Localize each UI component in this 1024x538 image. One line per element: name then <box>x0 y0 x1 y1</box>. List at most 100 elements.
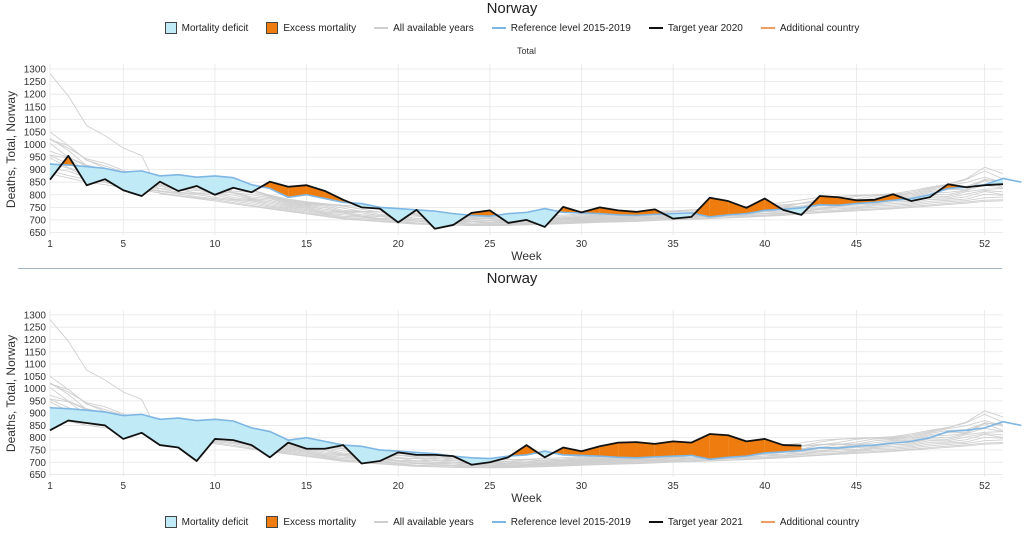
deficit-swatch <box>164 516 177 528</box>
x-tick-label: 45 <box>851 481 863 492</box>
x-tick-label: 10 <box>209 481 221 492</box>
deficit-area <box>123 414 142 439</box>
legend-item-target: Target year 2021 <box>648 516 743 528</box>
y-tick-label: 1250 <box>24 323 47 334</box>
legend-label: Reference level 2015-2019 <box>510 516 631 528</box>
legend-label: Reference level 2015-2019 <box>510 22 631 34</box>
legend-bottom: Mortality deficit Excess mortality All a… <box>0 516 1024 528</box>
x-tick-label: 20 <box>393 239 405 250</box>
x-tick-label: 20 <box>393 481 405 492</box>
y-tick-label: 850 <box>29 178 46 189</box>
x-tick-label: 40 <box>759 239 771 250</box>
excess-area <box>599 207 619 215</box>
deficit-swatch <box>164 22 177 34</box>
y-tick-label: 1000 <box>24 140 47 151</box>
y-tick-label: 850 <box>29 421 46 432</box>
target-swatch <box>648 521 663 523</box>
all-years-series-line <box>49 162 1004 224</box>
x-tick-label: 35 <box>668 239 680 250</box>
legend-label: Excess mortality <box>283 516 357 528</box>
facet-label: Total <box>517 46 536 56</box>
legend-label: All available years <box>393 516 474 528</box>
y-tick-label: 700 <box>29 215 46 226</box>
y-tick-label: 700 <box>29 458 46 469</box>
deficit-area <box>361 446 380 464</box>
excess-area <box>654 441 674 457</box>
excess-area <box>673 441 692 457</box>
deficit-area <box>104 168 124 191</box>
excess-area <box>709 434 729 460</box>
deficit-area <box>196 419 215 462</box>
excess-area <box>709 197 729 217</box>
legend-label: Mortality deficit <box>181 516 249 528</box>
legend-item-excess: Excess mortality <box>266 516 356 528</box>
excess-area <box>691 434 710 460</box>
legend-label: All available years <box>393 22 474 34</box>
x-tick-label: 35 <box>668 481 680 492</box>
y-tick-label: 1150 <box>24 102 46 113</box>
x-tick-label: 52 <box>979 481 991 492</box>
y-tick-label: 750 <box>29 203 46 214</box>
deficit-area <box>196 175 215 195</box>
legend-label: Additional country <box>779 22 860 34</box>
deficit-area <box>343 445 362 464</box>
y-tick-label: 1100 <box>24 360 46 371</box>
y-tick-label: 900 <box>29 165 46 176</box>
all-years-series-line <box>49 170 1004 225</box>
y-tick-label: 800 <box>29 433 46 444</box>
excess-area <box>563 447 582 456</box>
legend-label: Target year 2021 <box>667 516 743 528</box>
deficit-area <box>86 410 105 426</box>
x-tick-label: 40 <box>759 481 771 492</box>
y-axis-label: Deaths, Total, Norway <box>4 91 18 208</box>
excess-area <box>746 438 765 457</box>
target-swatch <box>648 27 663 29</box>
excess-area <box>618 442 637 458</box>
additional-swatch <box>760 27 775 29</box>
panel-divider <box>18 268 1002 269</box>
legend-top: Mortality deficit Excess mortality All a… <box>0 22 1024 34</box>
deficit-area <box>159 418 179 448</box>
deficit-area <box>306 437 325 449</box>
reference-swatch <box>491 521 506 523</box>
deficit-area <box>526 208 545 227</box>
y-tick-label: 750 <box>29 445 46 456</box>
y-tick-label: 800 <box>29 190 46 201</box>
deficit-area <box>141 414 160 446</box>
legend-item-all-years: All available years <box>374 23 474 34</box>
legend-label: Target year 2020 <box>667 22 743 34</box>
y-tick-label: 650 <box>29 228 46 239</box>
reference-swatch <box>491 27 506 29</box>
y-tick-label: 1100 <box>24 115 46 126</box>
x-tick-label: 1 <box>47 481 53 492</box>
excess-swatch <box>266 22 279 34</box>
deficit-area <box>68 408 87 423</box>
all-years-series-line <box>49 173 1004 226</box>
y-tick-label: 900 <box>29 409 46 420</box>
target-year-line <box>49 419 802 466</box>
target-year-line <box>49 154 1004 230</box>
y-tick-label: 1300 <box>24 310 47 321</box>
x-axis-label: Week <box>511 491 542 505</box>
deficit-area <box>288 437 307 449</box>
y-tick-label: 950 <box>29 153 46 164</box>
y-tick-label: 1250 <box>24 77 47 88</box>
deficit-area <box>214 419 234 441</box>
x-tick-label: 1 <box>47 239 53 250</box>
x-tick-label: 25 <box>484 481 496 492</box>
x-tick-label: 30 <box>576 481 588 492</box>
x-tick-label: 10 <box>209 239 221 250</box>
y-tick-label: 1200 <box>24 90 47 101</box>
excess-area <box>746 198 765 214</box>
chart-title-top: Norway <box>486 0 538 17</box>
legend-item-reference: Reference level 2015-2019 <box>491 22 631 34</box>
x-tick-label: 15 <box>301 239 313 250</box>
y-tick-label: 950 <box>29 396 46 407</box>
excess-area <box>599 442 619 458</box>
additional-swatch <box>760 521 775 523</box>
y-tick-label: 1050 <box>24 372 47 383</box>
x-axis-label: Week <box>511 249 542 262</box>
legend-label: Additional country <box>779 516 860 528</box>
deficit-area <box>471 457 490 465</box>
excess-area <box>728 201 747 215</box>
